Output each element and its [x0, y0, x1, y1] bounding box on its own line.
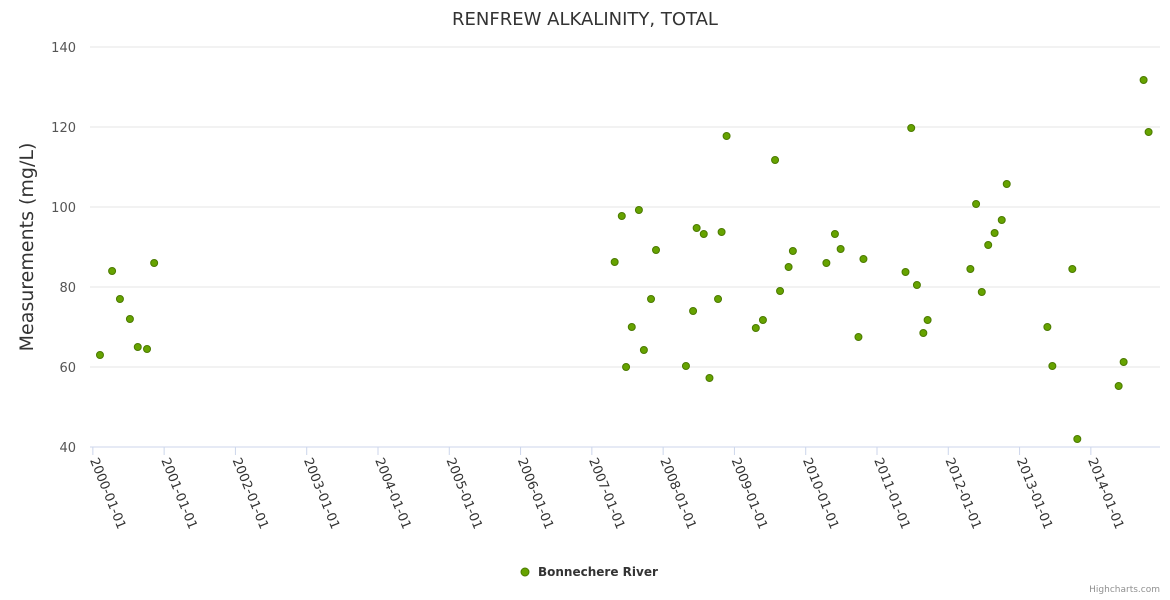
legend-label: Bonnechere River	[538, 565, 658, 579]
data-point[interactable]	[990, 229, 999, 237]
x-tick-label: 2007-01-01	[585, 456, 627, 532]
data-point[interactable]	[634, 206, 643, 214]
data-point[interactable]	[972, 200, 981, 208]
data-point[interactable]	[652, 246, 661, 254]
data-point[interactable]	[143, 345, 152, 353]
y-tick-label: 60	[59, 361, 76, 376]
y-tick-label: 120	[51, 121, 76, 136]
x-tick-label: 2011-01-01	[870, 456, 912, 532]
data-point[interactable]	[1144, 128, 1153, 136]
data-point[interactable]	[822, 259, 831, 267]
credits-link[interactable]: Highcharts.com	[1089, 585, 1160, 595]
data-point[interactable]	[647, 295, 656, 303]
data-point[interactable]	[699, 230, 708, 238]
data-point[interactable]	[1068, 265, 1077, 273]
y-tick-label: 40	[59, 441, 76, 456]
data-point[interactable]	[714, 295, 723, 303]
data-point[interactable]	[1073, 435, 1082, 443]
y-tick-label: 100	[51, 201, 76, 216]
data-point[interactable]	[717, 228, 726, 236]
x-tick-label: 2012-01-01	[942, 456, 984, 532]
x-tick-label: 2004-01-01	[371, 456, 413, 532]
x-tick-label: 2009-01-01	[728, 456, 770, 532]
y-tick-label: 80	[59, 281, 76, 296]
data-point[interactable]	[610, 258, 619, 266]
data-point[interactable]	[692, 224, 701, 232]
x-tick-label: 2000-01-01	[86, 456, 128, 532]
x-tick-label: 2008-01-01	[656, 456, 698, 532]
data-point[interactable]	[115, 295, 124, 303]
data-point[interactable]	[150, 259, 159, 267]
data-point[interactable]	[907, 124, 916, 132]
x-tick-label: 2001-01-01	[157, 456, 199, 532]
data-point[interactable]	[912, 281, 921, 289]
data-point[interactable]	[784, 263, 793, 271]
data-point[interactable]	[859, 255, 868, 263]
data-point[interactable]	[722, 132, 731, 140]
data-point[interactable]	[776, 287, 785, 295]
data-point[interactable]	[1139, 76, 1148, 84]
data-point[interactable]	[689, 307, 698, 315]
data-point[interactable]	[627, 323, 636, 331]
data-point[interactable]	[639, 346, 648, 354]
data-point[interactable]	[705, 374, 714, 382]
data-point[interactable]	[95, 351, 104, 359]
x-tick-label: 2010-01-01	[799, 456, 841, 532]
x-tick-label: 2014-01-01	[1084, 456, 1126, 532]
data-point[interactable]	[751, 324, 760, 332]
y-tick-label: 140	[51, 41, 76, 56]
data-point[interactable]	[1048, 362, 1057, 370]
x-tick-label: 2003-01-01	[300, 456, 342, 532]
x-tick-label: 2006-01-01	[514, 456, 556, 532]
data-point[interactable]	[758, 316, 767, 324]
data-point[interactable]	[923, 316, 932, 324]
data-point[interactable]	[133, 343, 142, 351]
x-tick-label: 2002-01-01	[229, 456, 271, 532]
y-axis-label: Measurements (mg/L)	[16, 143, 38, 352]
data-point[interactable]	[1114, 382, 1123, 390]
data-point[interactable]	[1043, 323, 1052, 331]
data-point[interactable]	[919, 329, 928, 337]
data-point[interactable]	[901, 268, 910, 276]
data-point[interactable]	[788, 247, 797, 255]
legend-item[interactable]: Bonnechere River	[520, 565, 658, 579]
data-point[interactable]	[125, 315, 134, 323]
data-point[interactable]	[1119, 358, 1128, 366]
data-point[interactable]	[854, 333, 863, 341]
data-point[interactable]	[108, 267, 117, 275]
data-point[interactable]	[830, 230, 839, 238]
x-tick-label: 2005-01-01	[443, 456, 485, 532]
data-point[interactable]	[1002, 180, 1011, 188]
data-point[interactable]	[771, 156, 780, 164]
legend-marker	[520, 567, 530, 577]
data-point[interactable]	[622, 363, 631, 371]
chart-title: RENFREW ALKALINITY, TOTAL	[452, 9, 718, 30]
x-tick-label: 2013-01-01	[1013, 456, 1055, 532]
data-point[interactable]	[617, 212, 626, 220]
data-point[interactable]	[681, 362, 690, 370]
data-point[interactable]	[966, 265, 975, 273]
data-point[interactable]	[977, 288, 986, 296]
data-point[interactable]	[984, 241, 993, 249]
data-point[interactable]	[836, 245, 845, 253]
data-point[interactable]	[997, 216, 1006, 224]
